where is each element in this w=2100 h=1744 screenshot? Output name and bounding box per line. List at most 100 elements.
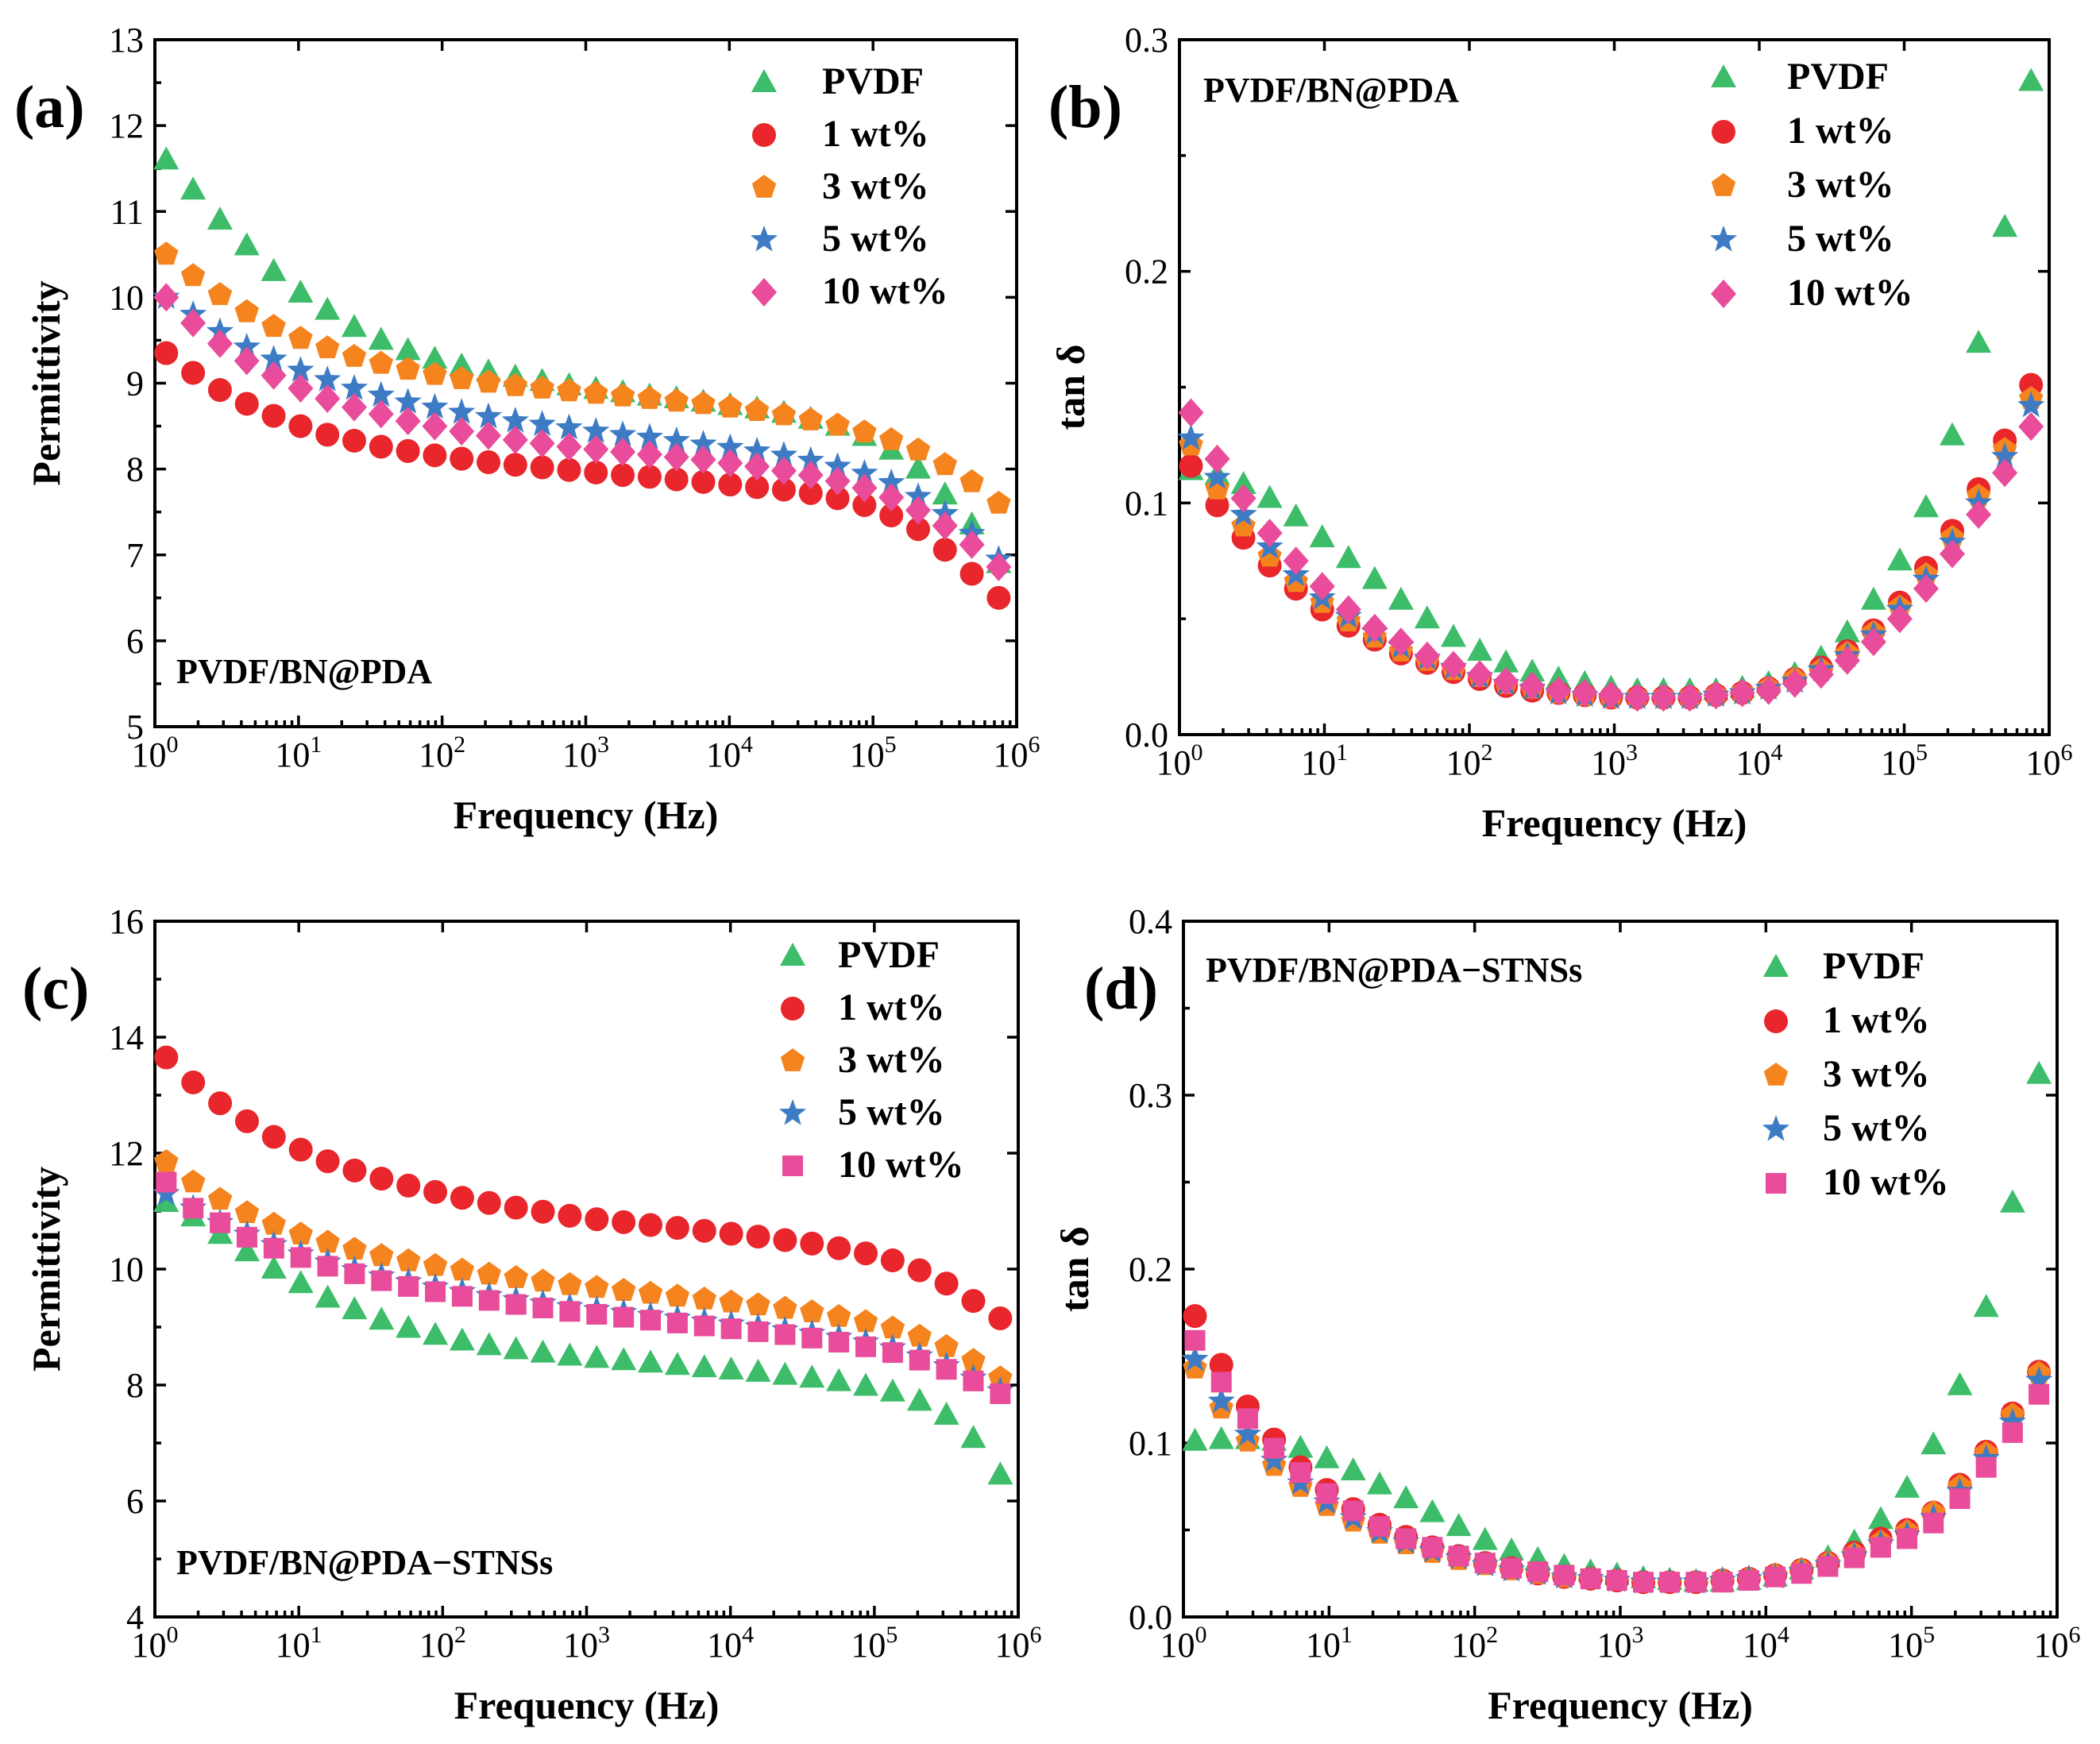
- data-point: [1472, 1526, 1498, 1550]
- series-10-wt-: [1178, 398, 2044, 712]
- data-point: [959, 561, 984, 586]
- data-point: [1913, 574, 1939, 604]
- legend-marker: [751, 175, 777, 198]
- data-point: [851, 459, 878, 485]
- series-1-wt-: [1179, 372, 2044, 710]
- x-axis-title: Frequency (Hz): [454, 793, 719, 837]
- y-tick-label: 8: [126, 1366, 144, 1405]
- data-point: [1870, 1537, 1891, 1558]
- data-point: [315, 384, 341, 413]
- data-point: [261, 1211, 286, 1235]
- data-point: [1290, 1462, 1311, 1484]
- data-point: [1738, 1570, 1759, 1592]
- data-point: [1572, 678, 1598, 708]
- data-point: [718, 394, 743, 418]
- data-point: [180, 308, 207, 338]
- data-point: [180, 263, 206, 287]
- data-point: [1624, 683, 1650, 712]
- data-point: [260, 345, 288, 371]
- data-point: [690, 445, 716, 474]
- x-tick-label: 101: [1301, 739, 1348, 782]
- panel-b: 100 101 102 103 104 105 106 0.0 0.1 0.2 0.3 Frequen…: [1048, 21, 2073, 845]
- data-point: [718, 473, 743, 497]
- legend-marker: [1709, 226, 1738, 252]
- x-tick-label: 102: [419, 731, 465, 774]
- y-tick-label: 13: [109, 21, 144, 60]
- data-point: [1991, 442, 2019, 469]
- data-point: [637, 386, 662, 409]
- data-point: [423, 1252, 448, 1276]
- data-point: [800, 1299, 824, 1322]
- data-point: [342, 392, 367, 422]
- data-point: [2002, 1422, 2023, 1443]
- data-point: [1368, 1516, 1390, 1538]
- data-point: [636, 440, 662, 469]
- data-point: [1257, 484, 1283, 508]
- panel-letter: (c): [22, 955, 89, 1022]
- data-point: [904, 482, 932, 508]
- data-point: [905, 496, 931, 525]
- data-point: [1606, 1570, 1627, 1592]
- data-point: [905, 517, 930, 542]
- data-point: [421, 392, 449, 419]
- data-point: [1237, 1408, 1258, 1430]
- data-point: [773, 1295, 797, 1319]
- y-tick-label: 0.3: [1125, 21, 1168, 60]
- data-point: [638, 1280, 663, 1304]
- legend: PVDF 1 wt% 3 wt% 5 wt% 10 wt%: [1709, 56, 1913, 314]
- data-point: [584, 460, 608, 484]
- data-point: [367, 380, 395, 407]
- data-point: [476, 421, 501, 450]
- data-point: [1992, 458, 2018, 488]
- data-point: [261, 361, 287, 390]
- data-point: [1685, 1572, 1707, 1593]
- data-point: [961, 1289, 986, 1314]
- data-point: [342, 344, 367, 367]
- data-point: [771, 477, 796, 502]
- data-point: [2025, 1366, 2053, 1392]
- legend-marker: [1762, 1115, 1790, 1141]
- y-tick-label: 0.2: [1125, 253, 1168, 291]
- data-point: [368, 399, 394, 429]
- data-point: [798, 480, 823, 505]
- data-point: [315, 296, 341, 320]
- legend-label: 1 wt%: [1787, 110, 1894, 152]
- data-point: [826, 1303, 851, 1327]
- data-point: [207, 206, 233, 230]
- data-point: [716, 433, 744, 460]
- y-tick-label: 5: [126, 708, 144, 747]
- data-point: [180, 176, 207, 200]
- data-point: [234, 1109, 259, 1133]
- data-point: [208, 1091, 233, 1116]
- data-point: [1474, 1553, 1496, 1574]
- data-point: [450, 446, 474, 471]
- data-point: [315, 422, 340, 447]
- data-point: [852, 419, 877, 443]
- data-point: [422, 411, 448, 441]
- data-point: [1233, 1420, 1261, 1446]
- data-point: [396, 1314, 422, 1338]
- y-axis-title: tan δ: [1052, 1226, 1097, 1312]
- data-point: [451, 1286, 473, 1307]
- data-point: [530, 376, 554, 399]
- series-10-wt-: [1184, 1329, 2050, 1593]
- data-point: [638, 1349, 663, 1373]
- data-point: [476, 1332, 502, 1356]
- y-tick-label: 10: [109, 278, 144, 317]
- data-point: [1183, 1304, 1207, 1329]
- data-point: [394, 388, 422, 414]
- data-point: [181, 361, 206, 385]
- data-point: [635, 422, 663, 450]
- data-point: [612, 1210, 636, 1234]
- legend-label: 3 wt%: [822, 165, 929, 207]
- data-point: [210, 1212, 231, 1233]
- data-point: [423, 361, 447, 385]
- data-point: [961, 1348, 986, 1372]
- data-point: [610, 383, 635, 407]
- data-point: [261, 1125, 286, 1149]
- data-point: [156, 1171, 177, 1193]
- data-point: [990, 1383, 1011, 1404]
- data-point: [1834, 619, 1860, 642]
- data-point: [932, 538, 957, 562]
- data-point: [1467, 638, 1493, 661]
